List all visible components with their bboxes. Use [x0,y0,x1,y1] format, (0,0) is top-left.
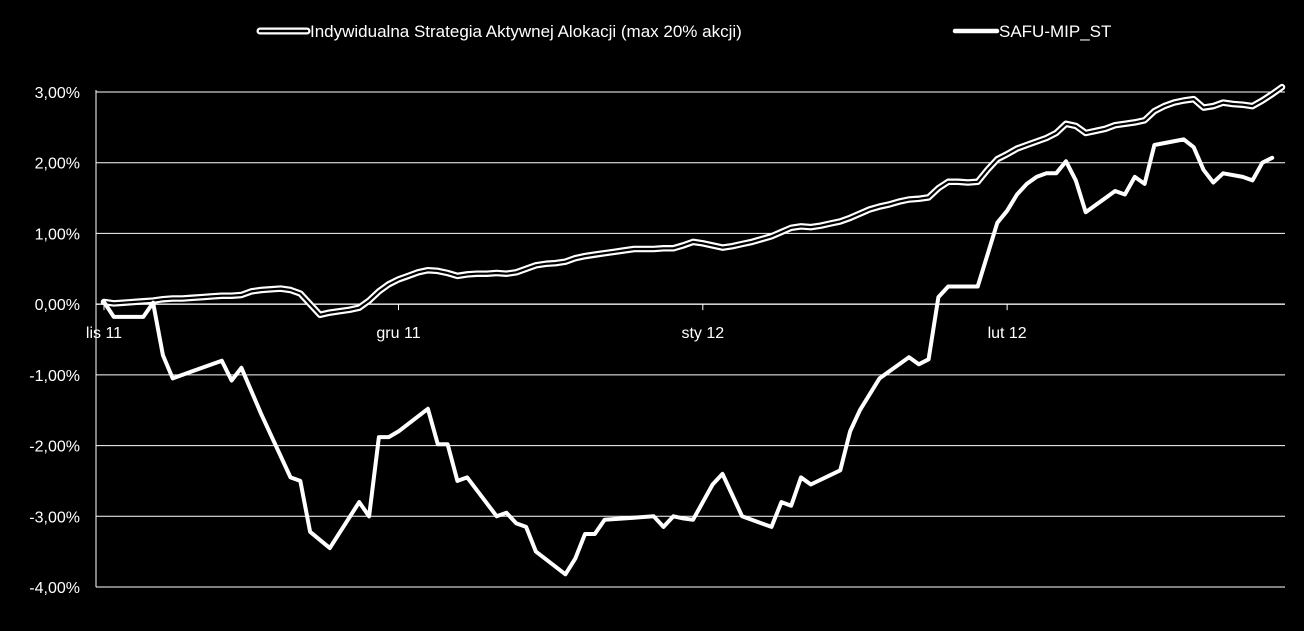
y-tick-label: -1,00% [29,368,80,385]
y-tick-label: -3,00% [29,509,80,526]
legend-label-safu: SAFU-MIP_ST [999,22,1111,41]
series-lines [100,83,1286,577]
y-tick-label: 3,00% [35,85,80,102]
legend-item-strategy: Indywidualna Strategia Aktywnej Alokacji… [256,22,742,41]
x-tick-label: lut 12 [988,325,1027,342]
series-line-strategy-inner [102,86,1284,316]
x-tick-label: lis 11 [86,325,122,342]
legend: Indywidualna Strategia Aktywnej Alokacji… [256,22,1111,41]
x-tick-label: gru 11 [376,325,420,342]
y-tick-label: 0,00% [35,297,80,314]
y-tick-label: -2,00% [29,439,80,456]
y-tick-labels: 3,00% 2,00% 1,00% 0,00% -1,00% -2,00% -3,00% -4… [29,85,80,597]
series-line-safu [102,137,1275,577]
legend-item-safu: SAFU-MIP_ST [952,22,1111,41]
legend-label-strategy: Indywidualna Strategia Aktywnej Alokacji… [310,22,742,41]
x-axis-ticks [103,304,1008,311]
y-tick-label: 1,00% [35,226,80,243]
axes [95,90,1285,587]
y-tick-label: 2,00% [35,156,80,173]
x-tick-labels: lis 11 gru 11 sty 12 lut 12 [86,325,1027,342]
y-tick-label: -4,00% [29,580,80,597]
x-tick-label: sty 12 [681,325,724,342]
